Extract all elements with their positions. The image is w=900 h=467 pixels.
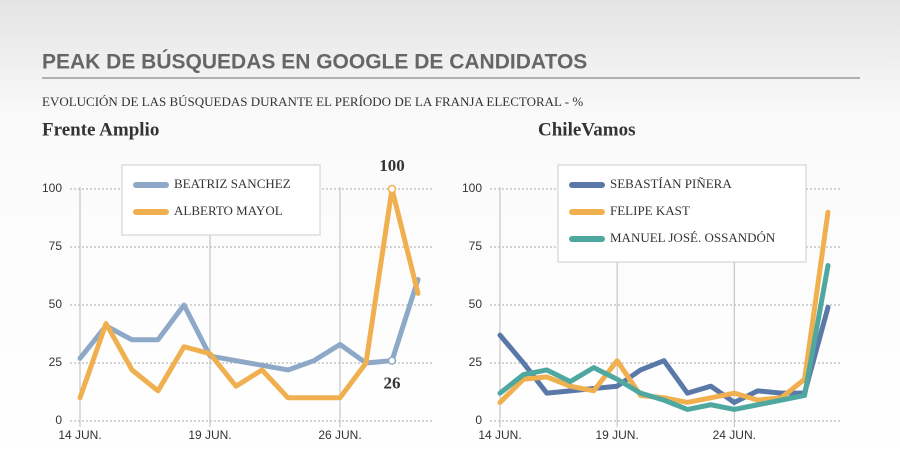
legend-box — [121, 164, 321, 236]
x-tick-label: 14 JUN. — [58, 428, 101, 442]
series-line — [497, 263, 831, 412]
chart-title: ChileVamos — [538, 119, 635, 140]
series-line — [77, 186, 421, 401]
y-tick-label: 25 — [49, 355, 63, 369]
y-tick-label: 0 — [55, 413, 62, 427]
x-tick-label: 19 JUN. — [188, 428, 231, 442]
legend-label: MANUEL JOSÉ. OSSANDÓN — [610, 230, 776, 245]
peak-marker — [387, 184, 397, 194]
y-tick-label: 50 — [49, 297, 63, 311]
y-tick-label: 75 — [49, 239, 63, 253]
y-tick-label: 100 — [462, 181, 482, 195]
x-tick-label: 26 JUN. — [318, 428, 361, 442]
x-tick-label: 24 JUN. — [713, 428, 756, 442]
x-tick-label: 14 JUN. — [478, 428, 521, 442]
legend-label: BEATRIZ SANCHEZ — [174, 176, 291, 191]
page-title: PEAK DE BÚSQUEDAS EN GOOGLE DE CANDIDATO… — [42, 50, 587, 74]
legend-label: SEBASTÍAN PIÑERA — [610, 176, 732, 191]
y-tick-label: 25 — [469, 355, 483, 369]
legend-label: ALBERTO MAYOL — [174, 203, 283, 218]
y-tick-label: 0 — [475, 413, 482, 427]
chart-title: Frente Amplio — [42, 119, 159, 140]
x-tick-label: 19 JUN. — [595, 428, 638, 442]
y-tick-label: 50 — [469, 297, 483, 311]
subtitle: EVOLUCIÓN DE LAS BÚSQUEDAS DURANTE EL PE… — [42, 94, 583, 109]
y-tick-label: 100 — [42, 181, 62, 195]
series-line — [77, 276, 421, 373]
y-tick-label: 75 — [469, 239, 483, 253]
annotation: 100 — [379, 156, 405, 175]
peak-marker — [387, 356, 397, 365]
legend-label: FELIPE KAST — [610, 203, 690, 218]
series-line — [497, 304, 831, 405]
annotation: 26 — [384, 374, 401, 393]
